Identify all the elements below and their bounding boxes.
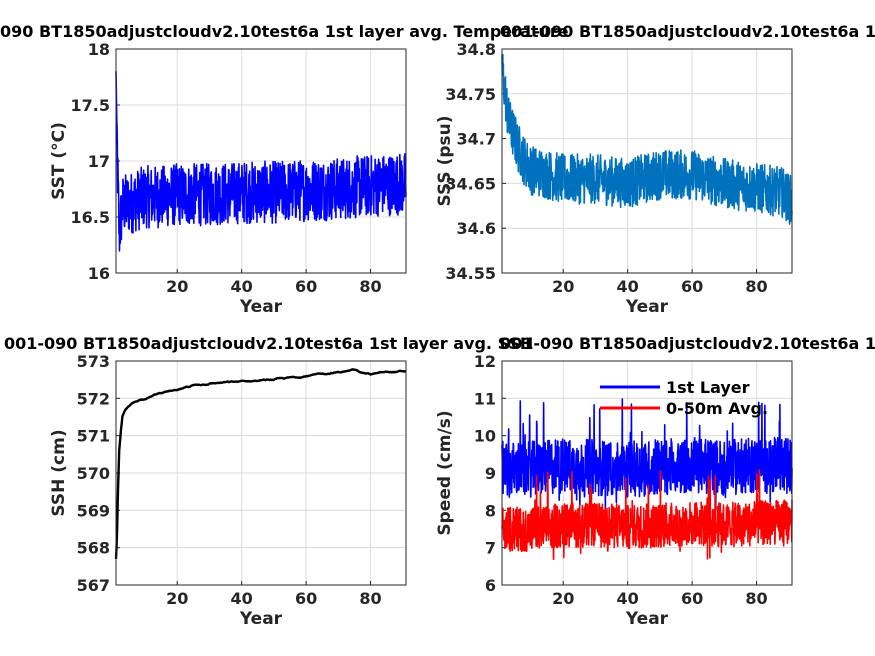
tick-label-y: 571	[77, 427, 110, 446]
tick-label-y: 10	[474, 427, 496, 446]
x-axis-label: Year	[625, 609, 669, 629]
tick-label-y: 16	[88, 264, 110, 283]
chart-panel-4: 6 7 8 9 10 11 12 20 40 60 80 Year Speed (cm/s) 001-09…	[435, 334, 875, 629]
chart-title: 001-090 BT1850adjustcloudv2.10test6a 1st…	[500, 334, 875, 353]
x-axis-label: Year	[625, 297, 669, 317]
x-axis-label: Year	[239, 609, 283, 629]
y-axis-label: Speed (cm/s)	[435, 410, 455, 535]
tick-label-x: 80	[359, 589, 381, 608]
tick-label-y: 569	[77, 501, 110, 520]
tick-label-x: 20	[552, 277, 574, 296]
tick-label-x: 60	[295, 277, 317, 296]
tick-label-y: 8	[485, 501, 496, 520]
tick-label-y: 16.5	[71, 208, 110, 227]
tick-label-x: 80	[745, 589, 767, 608]
tick-label-y: 6	[485, 576, 496, 595]
tick-label-y: 34.6	[457, 219, 496, 238]
tick-label-y: 7	[485, 539, 496, 558]
x-axis-label: Year	[239, 297, 283, 317]
legend-label: 0-50m Avg.	[666, 399, 768, 418]
tick-label-x: 80	[359, 277, 381, 296]
series-line-1st-layer	[501, 398, 793, 511]
tick-label-x: 40	[231, 589, 253, 608]
series-line	[115, 71, 407, 252]
tick-label-y: 573	[77, 352, 110, 371]
legend-label: 1st Layer	[666, 378, 750, 397]
axes-frame	[501, 48, 793, 274]
chart-panel-1: 16 16.5 17 17.5 18 20 40 60 80 Year SST (°C) 090 BT…	[0, 22, 569, 317]
tick-label-x: 60	[295, 589, 317, 608]
tick-label-y: 11	[474, 389, 496, 408]
tick-label-y: 567	[77, 576, 110, 595]
tick-label-y: 570	[77, 464, 110, 483]
tick-label-y: 12	[474, 352, 496, 371]
y-axis-label: SST (°C)	[49, 122, 69, 200]
tick-label-x: 40	[617, 589, 639, 608]
tick-label-y: 572	[77, 389, 110, 408]
axes-frame	[501, 360, 793, 586]
series-line-0-50m-avg-	[501, 469, 793, 561]
y-axis-label: SSS (psu)	[435, 115, 455, 206]
tick-label-y: 17	[88, 152, 110, 171]
tick-label-x: 20	[166, 277, 188, 296]
series-line	[501, 53, 793, 225]
tick-label-y: 34.65	[445, 174, 496, 193]
tick-label-y: 34.75	[445, 85, 496, 104]
tick-label-y: 18	[88, 40, 110, 59]
chart-title: 090 BT1850adjustcloudv2.10test6a 1st lay…	[0, 22, 569, 41]
series-line	[114, 368, 407, 559]
axes-frame	[115, 360, 407, 586]
tick-label-x: 60	[681, 589, 703, 608]
tick-label-y: 17.5	[71, 96, 110, 115]
chart-panel-3: 567 568 569 570 571 572 573 20 40 60 80 Year SSH (cm…	[4, 334, 533, 629]
tick-label-y: 568	[77, 539, 110, 558]
axes-frame	[115, 48, 407, 274]
tick-label-x: 80	[745, 277, 767, 296]
tick-label-x: 60	[681, 277, 703, 296]
tick-label-x: 40	[617, 277, 639, 296]
tick-label-y: 34.7	[457, 130, 496, 149]
tick-label-x: 20	[552, 589, 574, 608]
tick-label-x: 40	[231, 277, 253, 296]
chart-title: 001-090 BT1850adjustcloudv2.10test6a 1st…	[500, 22, 875, 41]
tick-label-y: 9	[485, 464, 496, 483]
y-axis-label: SSH (cm)	[49, 429, 69, 516]
chart-panel-2: 34.55 34.6 34.65 34.7 34.75 34.8 20 40 60 80 Year S…	[435, 22, 875, 317]
tick-label-x: 20	[166, 589, 188, 608]
chart-title: 001-090 BT1850adjustcloudv2.10test6a 1st…	[4, 334, 533, 353]
tick-label-y: 34.55	[445, 264, 496, 283]
tick-label-y: 34.8	[457, 40, 496, 59]
